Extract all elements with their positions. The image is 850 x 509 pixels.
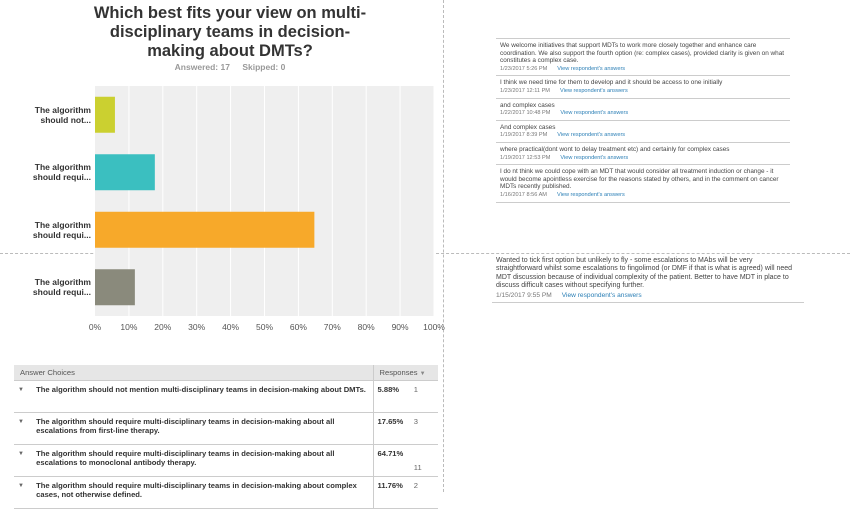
expand-row-icon[interactable]: ▼ [14, 412, 33, 445]
answered-count: Answered: 17 [174, 62, 230, 72]
x-tick-label: 10% [120, 322, 138, 332]
expand-row-icon[interactable]: ▼ [14, 476, 33, 509]
response-summary: Answered: 17 Skipped: 0 [60, 62, 400, 72]
bar[interactable] [95, 154, 155, 191]
answer-choice-text: The algorithm should require multi-disci… [32, 444, 374, 477]
answer-choices-header: Answer Choices [14, 365, 374, 381]
comment-item: We welcome initiatives that support MDTs… [496, 39, 790, 77]
response-count: 2 [409, 476, 438, 509]
comment-item: Wanted to tick first option but unlikely… [492, 254, 804, 304]
comment-item: I do nt think we could cope with an MDT … [496, 165, 790, 203]
comment-date: 1/16/2017 8:56 AM [500, 191, 547, 198]
comment-meta: 1/16/2017 8:56 AM View respondent's answe… [500, 192, 786, 200]
comment-item: and complex cases 1/22/2017 10:48 PM View … [496, 99, 790, 121]
comment-item: where practical(dont wont to delay treat… [496, 143, 790, 166]
table-row: ▼ The algorithm should require multi-dis… [14, 412, 438, 445]
table-header-row: Answer Choices Responses ▼ [14, 365, 438, 381]
x-tick-label: 60% [289, 322, 307, 332]
x-tick-label: 40% [222, 322, 240, 332]
skipped-count: Skipped: 0 [242, 62, 286, 72]
comments-list-bottom: Wanted to tick first option but unlikely… [492, 254, 804, 304]
view-respondent-answers-link[interactable]: View respondent's answers [560, 154, 629, 161]
comment-date: 1/22/2017 10:48 PM [500, 110, 551, 117]
x-tick-label: 80% [357, 322, 375, 332]
panel-divider-vertical [443, 0, 444, 492]
x-tick-label: 100% [423, 322, 445, 332]
comment-date: 1/23/2017 5:26 PM [500, 65, 548, 72]
response-count: 11 [409, 444, 438, 477]
view-respondent-answers-link[interactable]: View respondent's answers [559, 87, 628, 94]
x-tick-label: 0% [88, 322, 102, 332]
x-tick-label: 70% [323, 322, 341, 332]
category-label-line: The algorithm [34, 219, 91, 230]
expand-row-icon[interactable]: ▼ [14, 444, 33, 477]
expand-row-icon[interactable]: ▼ [14, 380, 33, 413]
comment-date: 1/15/2017 9:55 PM [496, 291, 552, 299]
category-label: The algorithm should not... [6, 105, 91, 125]
comment-item: I think we need time for them to develop… [496, 76, 790, 99]
table-row: ▼ The algorithm should require multi-dis… [14, 444, 438, 477]
comment-date: 1/19/2017 12:53 PM [500, 154, 551, 161]
comment-text: and complex cases [500, 101, 555, 109]
table-row: ▼ The algorithm should require multi-dis… [14, 476, 438, 509]
response-count: 1 [409, 380, 438, 413]
comment-text: where practical(dont wont to delay treat… [500, 145, 730, 153]
view-respondent-answers-link[interactable]: View respondent's answers [557, 65, 626, 72]
category-label-line: The algorithm [34, 277, 91, 288]
category-label-line: should not... [40, 114, 91, 125]
sort-arrow-icon[interactable]: ▼ [419, 371, 426, 377]
comment-meta: 1/19/2017 8:39 PM View respondent's answe… [500, 132, 786, 140]
view-respondent-answers-link[interactable]: View respondent's answers [557, 132, 626, 139]
response-count: 3 [409, 412, 438, 445]
x-tick-label: 50% [255, 322, 273, 332]
answer-choice-text: The algorithm should require multi-disci… [32, 412, 374, 445]
comment-text: And complex cases [500, 123, 556, 131]
view-respondent-answers-link[interactable]: View respondent's answers [560, 110, 629, 117]
response-percent: 11.76% [372, 476, 410, 509]
comments-list-top: We welcome initiatives that support MDTs… [496, 38, 790, 203]
comment-meta: 1/19/2017 12:53 PM View respondent's answ… [500, 155, 786, 163]
x-tick-label: 20% [154, 322, 172, 332]
bar-chart [95, 86, 435, 316]
category-label-line: The algorithm [34, 104, 91, 115]
category-label: The algorithm should requi... [6, 162, 91, 182]
response-percent: 5.88% [372, 380, 410, 413]
x-tick-label: 90% [391, 322, 409, 332]
table-row: ▼ The algorithm should not mention multi… [14, 380, 438, 413]
category-label: The algorithm should requi... [6, 277, 91, 297]
comment-meta: 1/23/2017 5:26 PM View respondent's answe… [500, 66, 786, 74]
bar[interactable] [95, 211, 315, 248]
category-label-line: should requi... [32, 287, 91, 298]
category-label-line: should requi... [32, 229, 91, 240]
comment-meta: 1/22/2017 10:48 PM View respondent's answ… [500, 110, 786, 118]
response-percent: 17.65% [372, 412, 410, 445]
answer-choice-text: The algorithm should not mention multi-d… [32, 380, 374, 413]
bar[interactable] [95, 269, 135, 306]
responses-header[interactable]: Responses ▼ [372, 365, 438, 381]
view-respondent-answers-link[interactable]: View respondent's answers [561, 291, 642, 299]
answer-choices-table: Answer Choices Responses ▼ ▼ The algorit… [14, 365, 438, 509]
x-tick-label: 30% [188, 322, 206, 332]
bar[interactable] [95, 96, 115, 133]
chart-title: Which best fits your view on multi-disci… [93, 4, 367, 60]
comment-text: We welcome initiatives that support MDTs… [500, 42, 785, 65]
response-percent: 64.71% [372, 444, 410, 477]
answer-choice-text: The algorithm should require multi-disci… [32, 476, 374, 509]
category-label-line: The algorithm [34, 162, 91, 173]
category-label: The algorithm should requi... [6, 220, 91, 240]
comment-text: I do nt think we could cope with an MDT … [500, 168, 779, 191]
comment-text: I think we need time for them to develop… [500, 79, 723, 87]
comment-text: Wanted to tick first option but unlikely… [496, 257, 793, 290]
comment-item: And complex cases 1/19/2017 8:39 PM View r… [496, 121, 790, 143]
view-respondent-answers-link[interactable]: View respondent's answers [556, 191, 625, 198]
comment-meta: 1/15/2017 9:55 PM View respondent's answe… [496, 292, 800, 300]
comment-meta: 1/23/2017 12:11 PM View respondent's answ… [500, 88, 786, 96]
comment-date: 1/19/2017 8:39 PM [500, 132, 548, 139]
comment-date: 1/23/2017 12:11 PM [500, 87, 550, 94]
category-label-line: should requi... [32, 172, 91, 183]
